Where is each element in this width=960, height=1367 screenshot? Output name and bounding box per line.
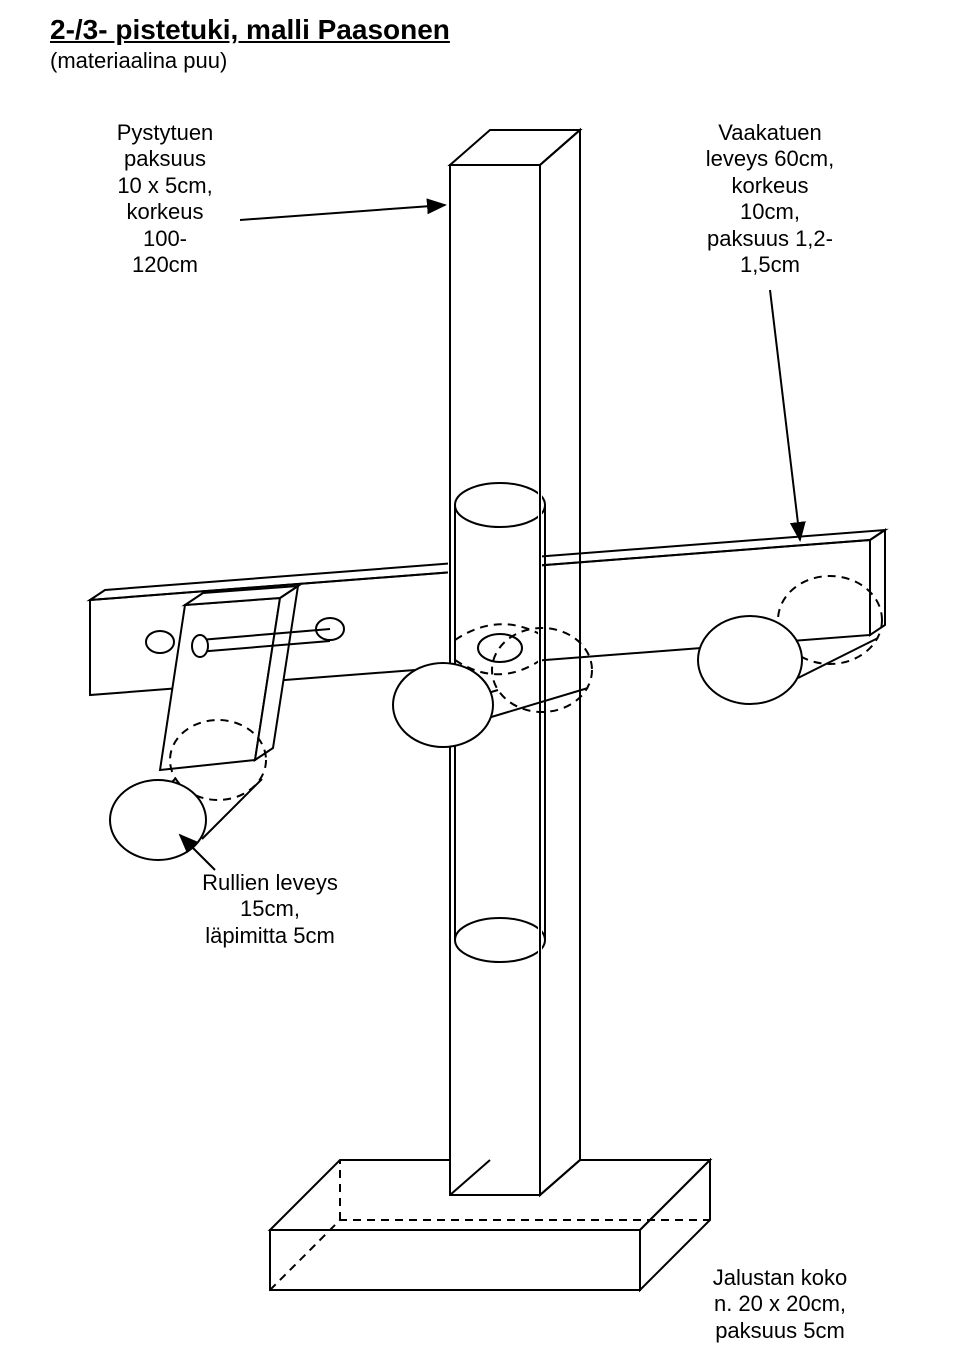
diagram-svg xyxy=(0,0,960,1367)
roller-right xyxy=(698,576,882,704)
arrow-crossbar xyxy=(770,290,800,540)
arrow-upright xyxy=(240,205,445,220)
